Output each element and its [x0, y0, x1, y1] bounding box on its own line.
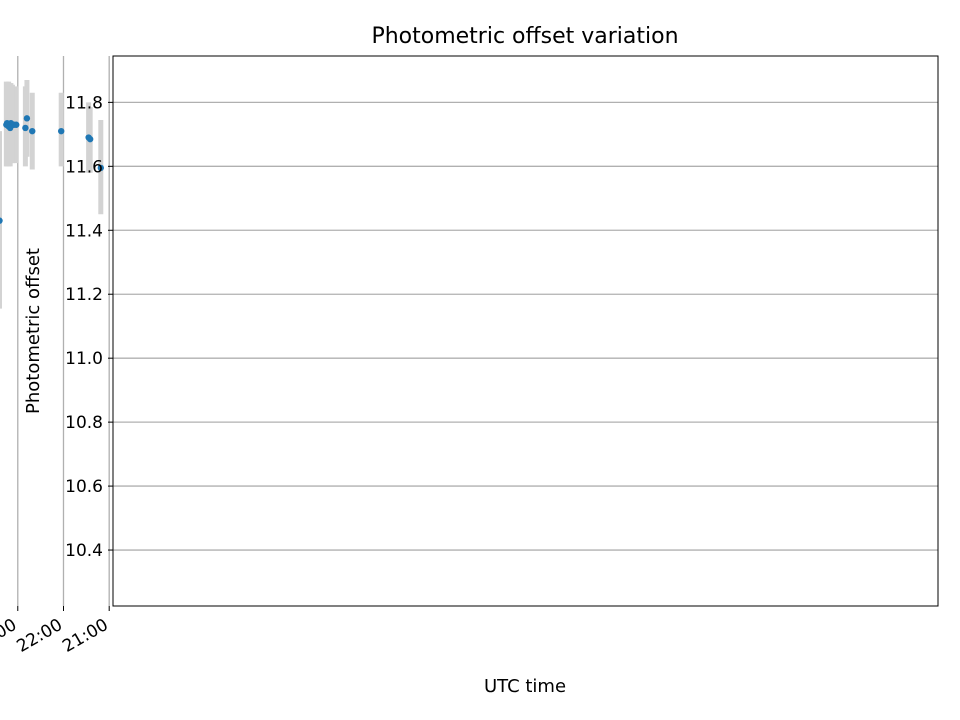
data-point — [29, 127, 36, 135]
data-point — [3, 121, 10, 128]
data-point — [22, 124, 29, 132]
data-point — [57, 127, 65, 135]
y-tick-label: 11.8 — [65, 93, 103, 113]
data-point — [0, 217, 3, 224]
chart-title: Photometric offset variation — [371, 24, 678, 49]
y-axis-ticks: 10.4 10.6 10.8 11.0 11.2 11.4 11.6 11.8 — [65, 93, 113, 561]
y-tick-label: 11.0 — [65, 349, 103, 369]
y-tick-label: 11.6 — [65, 157, 103, 177]
plot-area — [113, 56, 938, 606]
y-tick-label: 10.8 — [65, 413, 103, 433]
y-tick-label: 10.6 — [65, 477, 103, 497]
x-axis-label: UTC time — [484, 676, 566, 697]
y-tick-label: 11.4 — [65, 221, 103, 241]
data-markers — [0, 115, 105, 224]
grid — [17, 56, 938, 606]
y-tick-label: 10.4 — [65, 541, 103, 561]
data-point — [23, 115, 31, 122]
data-point — [97, 164, 105, 172]
y-tick-label: 11.2 — [65, 285, 103, 305]
data-point — [85, 134, 92, 141]
y-axis-label: Photometric offset — [23, 248, 44, 414]
plot-frame — [112, 55, 939, 607]
